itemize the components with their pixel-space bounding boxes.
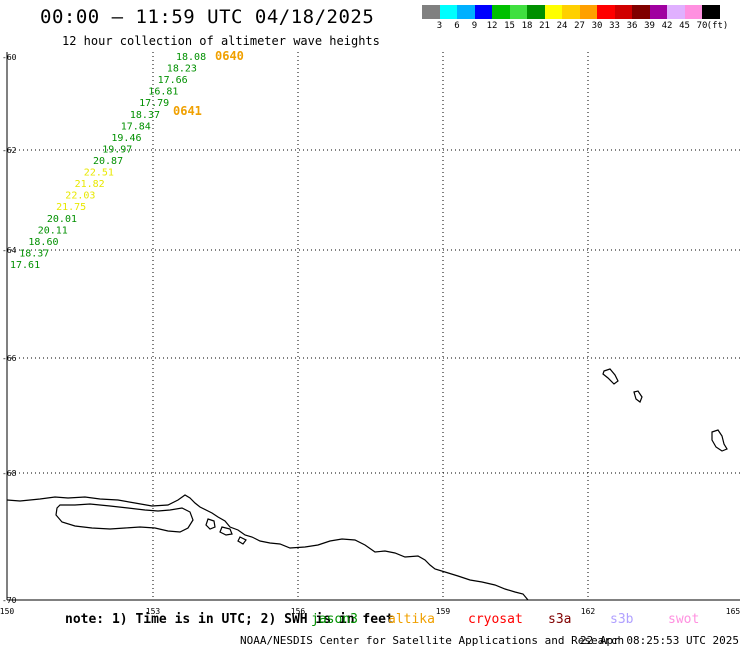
color-scale-label: (ft) (706, 21, 729, 31)
color-scale-label: 9 (471, 21, 478, 31)
color-scale-label: 24 (556, 21, 568, 31)
wave-height-track: 18.0818.2317.6616.8117.7918.3717.8419.46… (10, 52, 206, 271)
color-scale-label: 15 (504, 21, 515, 31)
color-scale-label: 33 (609, 21, 620, 31)
longitude-label: 159 (436, 607, 451, 616)
graticule-grid (7, 52, 740, 600)
satellite-legend-item: swot (668, 612, 700, 627)
wave-height-label: 17.84 (121, 121, 151, 132)
wave-height-label: 16.81 (148, 87, 178, 98)
wave-height-label: 19.46 (111, 133, 141, 144)
color-swatch (614, 5, 632, 19)
wave-height-label: 17.61 (10, 260, 40, 271)
wave-height-label: 21.75 (56, 202, 86, 213)
satellite-legend-item: s3b (610, 612, 634, 627)
color-scale-label: 45 (679, 21, 690, 31)
color-swatch (492, 5, 510, 19)
color-swatch (562, 5, 580, 19)
color-swatch (544, 5, 562, 19)
color-swatch (422, 5, 440, 19)
latitude-label: -64 (2, 246, 17, 255)
color-scale-labels: 3 6 9 12 15 18 21 24 27 30 33 36 39 42 45 70 (ft) (422, 21, 740, 33)
wave-height-label: 20.87 (93, 156, 123, 167)
latitude-label: -70 (2, 596, 17, 605)
color-swatch (632, 5, 650, 19)
satellite-legend-item: altika (388, 612, 435, 627)
latitude-label: -68 (2, 469, 17, 478)
color-swatch (457, 5, 475, 19)
wave-height-label: 20.01 (47, 214, 77, 225)
wave-height-label: 20.11 (38, 225, 68, 236)
wave-height-label: 21.82 (75, 179, 105, 190)
longitude-label: 165 (726, 607, 740, 616)
wave-height-label: 18.37 (19, 248, 49, 259)
color-swatch (684, 5, 702, 19)
longitude-label: 153 (146, 607, 161, 616)
latitude-label: -66 (2, 354, 17, 363)
wave-height-label: 18.60 (28, 237, 58, 248)
wave-height-label: 18.08 (176, 52, 206, 63)
color-scale-label: 6 (454, 21, 460, 31)
footer-note: note: 1) Time is in UTC; 2) SWH is in fe… (65, 612, 394, 627)
color-scale-label: 36 (626, 21, 638, 31)
map-subtitle: 12 hour collection of altimeter wave hei… (62, 34, 380, 48)
generated-timestamp: 22 Apr 08:25:53 UTC 2025 (580, 634, 739, 647)
map-title: 00:00 – 11:59 UTC 04/18/2025 (40, 6, 375, 28)
color-swatch (527, 5, 545, 19)
pass-time-label: 0640 (215, 49, 244, 63)
color-swatch (474, 5, 492, 19)
latitude-label: -60 (2, 53, 17, 62)
map-frame (6, 52, 740, 601)
satellite-legend-item: s3a (548, 612, 572, 627)
color-scale-label: 70 (696, 21, 708, 31)
color-scale-label: 42 (661, 21, 673, 31)
wave-height-label: 19.97 (102, 144, 132, 155)
color-swatch (509, 5, 527, 19)
latitude-labels: -60 -62 -64 -66 -68 -70 (2, 53, 17, 605)
wave-height-label: 22.03 (65, 191, 95, 202)
satellite-legend-item: cryosat (468, 612, 523, 627)
wave-height-label: 18.23 (167, 64, 197, 75)
longitude-label: 162 (581, 607, 596, 616)
color-swatch (439, 5, 457, 19)
latitude-label: -62 (2, 146, 17, 155)
wave-height-label: 17.79 (139, 98, 169, 109)
color-swatch (649, 5, 667, 19)
color-swatch (702, 5, 720, 19)
color-swatch (579, 5, 597, 19)
wave-height-label: 18.37 (130, 110, 160, 121)
color-scale-label: 30 (591, 21, 603, 31)
color-scale-label: 12 (486, 21, 498, 31)
antarctic-coastline (6, 368, 728, 601)
color-scale-label: 3 (436, 21, 443, 31)
color-scale-bar (422, 5, 720, 19)
longitude-label: 150 (0, 607, 14, 616)
satellite-pass-labels: 0640 0641 (173, 49, 244, 118)
longitude-labels: 150 153 156 159 162 165 (0, 607, 740, 616)
pass-time-label: 0641 (173, 104, 202, 118)
longitude-label: 156 (291, 607, 306, 616)
color-swatch (597, 5, 615, 19)
color-scale-label: 18 (521, 21, 533, 31)
color-scale-label: 39 (644, 21, 655, 31)
color-scale-label: 21 (539, 21, 550, 31)
wave-height-label: 22.51 (84, 168, 114, 179)
color-scale-label: 27 (574, 21, 585, 31)
color-swatch (667, 5, 685, 19)
satellite-legend-item: jason3 (311, 612, 358, 627)
wave-height-label: 17.66 (158, 75, 188, 86)
credit-line: NOAA/NESDIS Center for Satellite Applica… (240, 634, 625, 647)
